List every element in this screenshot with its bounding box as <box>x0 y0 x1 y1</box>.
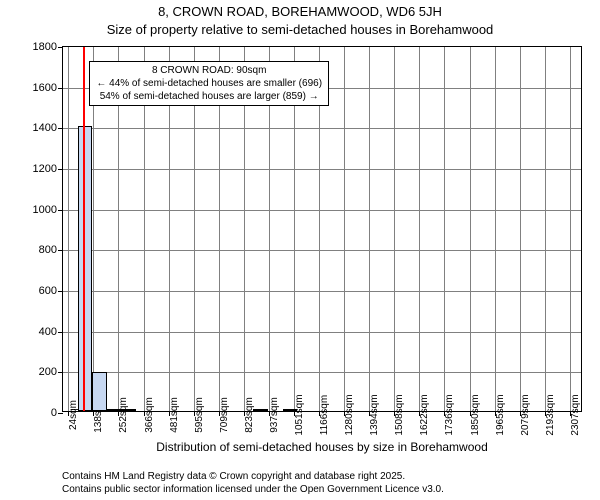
histogram-bar <box>92 372 107 411</box>
histogram-bar <box>107 409 122 411</box>
xtick-label: 2079sqm <box>520 394 531 435</box>
gridline-v <box>344 47 345 411</box>
ytick-mark <box>58 47 63 48</box>
annotation-property: 8 CROWN ROAD: 90sqm <box>96 64 322 77</box>
ytick-mark <box>58 372 63 373</box>
xtick-label: 1850sqm <box>470 394 481 435</box>
gridline-v <box>419 47 420 411</box>
annotation-larger: 54% of semi-detached houses are larger (… <box>96 90 322 103</box>
ytick-mark <box>58 169 63 170</box>
gridline-v <box>369 47 370 411</box>
ytick-label: 800 <box>39 244 57 256</box>
xtick-label: 366sqm <box>144 397 155 433</box>
gridline-v <box>470 47 471 411</box>
plot-area: 02004006008001000120014001600180024sqm13… <box>62 46 582 412</box>
footer-line-1: Contains HM Land Registry data © Crown c… <box>62 470 582 483</box>
ytick-label: 1800 <box>33 41 57 53</box>
ytick-label: 400 <box>39 326 57 338</box>
gridline-v <box>394 47 395 411</box>
x-axis-label: Distribution of semi-detached houses by … <box>62 440 582 454</box>
ytick-label: 1600 <box>33 82 57 94</box>
ytick-mark <box>58 128 63 129</box>
xtick-label: 1965sqm <box>495 394 506 435</box>
gridline-h <box>63 372 581 373</box>
ytick-label: 1400 <box>33 122 57 134</box>
gridline-v <box>495 47 496 411</box>
xtick-label: 595sqm <box>194 397 205 433</box>
xtick-label: 1166sqm <box>319 395 330 435</box>
gridline-h <box>63 169 581 170</box>
footer-line-2: Contains public sector information licen… <box>62 483 582 496</box>
gridline-v <box>545 47 546 411</box>
xtick-label: 1394sqm <box>369 394 380 435</box>
ytick-label: 0 <box>51 407 57 419</box>
ytick-mark <box>58 332 63 333</box>
xtick-label: 2193sqm <box>545 394 556 435</box>
chart-title-sub: Size of property relative to semi-detach… <box>0 22 600 37</box>
ytick-label: 200 <box>39 366 57 378</box>
gridline-h <box>63 332 581 333</box>
xtick-label: 937sqm <box>269 397 280 433</box>
histogram-bar <box>283 409 298 411</box>
xtick-label: 709sqm <box>219 397 230 433</box>
chart-container: 8, CROWN ROAD, BOREHAMWOOD, WD6 5JH Size… <box>0 0 600 500</box>
ytick-mark <box>58 250 63 251</box>
ytick-label: 1000 <box>33 204 57 216</box>
gridline-v <box>520 47 521 411</box>
gridline-h <box>63 291 581 292</box>
histogram-bar <box>122 409 137 411</box>
ytick-mark <box>58 88 63 89</box>
xtick-label: 1736sqm <box>444 394 455 435</box>
xtick-label: 1622sqm <box>419 394 430 435</box>
xtick-label: 2307sqm <box>570 394 581 435</box>
property-marker-line <box>83 47 85 411</box>
annotation-smaller: ← 44% of semi-detached houses are smalle… <box>96 77 322 90</box>
gridline-v <box>444 47 445 411</box>
xtick-label: 1280sqm <box>344 394 355 435</box>
xtick-label: 481sqm <box>169 397 180 433</box>
chart-title-address: 8, CROWN ROAD, BOREHAMWOOD, WD6 5JH <box>0 4 600 19</box>
gridline-h <box>63 128 581 129</box>
xtick-label: 1508sqm <box>394 394 405 435</box>
gridline-v <box>570 47 571 411</box>
histogram-bar <box>78 126 93 411</box>
ytick-mark <box>58 291 63 292</box>
gridline-v <box>68 47 69 411</box>
ytick-mark <box>58 413 63 414</box>
gridline-h <box>63 250 581 251</box>
footer-attribution: Contains HM Land Registry data © Crown c… <box>62 470 582 496</box>
gridline-h <box>63 210 581 211</box>
histogram-bar <box>253 409 268 411</box>
annotation-box: 8 CROWN ROAD: 90sqm← 44% of semi-detache… <box>89 61 329 106</box>
xtick-label: 823sqm <box>244 397 255 433</box>
ytick-label: 1200 <box>33 163 57 175</box>
ytick-mark <box>58 210 63 211</box>
xtick-label: 1051sqm <box>294 394 305 435</box>
ytick-label: 600 <box>39 285 57 297</box>
xtick-label: 252sqm <box>118 397 129 433</box>
